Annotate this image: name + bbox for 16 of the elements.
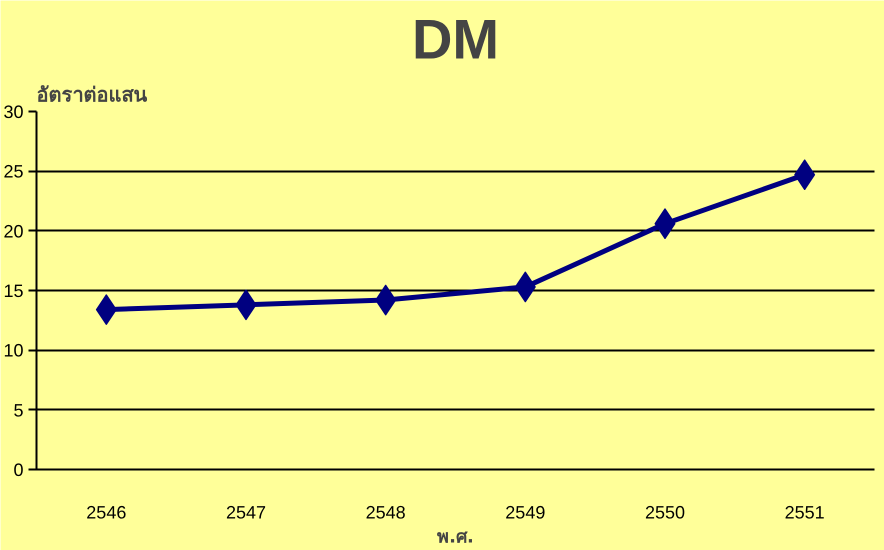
x-tick-label: 2548 [366, 502, 406, 522]
y-tick-label: 25 [3, 162, 24, 182]
x-tick-label: 2549 [505, 502, 546, 522]
x-tick-label: 2550 [644, 502, 686, 522]
x-tick-label: 2551 [784, 502, 825, 522]
y-tick-label: 15 [3, 281, 24, 301]
x-tick-label: 2547 [226, 502, 266, 522]
chart-title: DM [412, 8, 500, 70]
y-tick-label: 5 [13, 400, 24, 420]
y-tick-label: 20 [3, 221, 24, 242]
x-axis-title: พ.ศ. [437, 526, 474, 548]
y-tick-label: 30 [3, 102, 24, 122]
y-tick-label: 10 [3, 340, 24, 361]
y-axis-title: อัตราต่อแสน [36, 82, 148, 106]
y-tick-label: 0 [13, 460, 24, 480]
x-tick-label: 2546 [86, 502, 126, 522]
